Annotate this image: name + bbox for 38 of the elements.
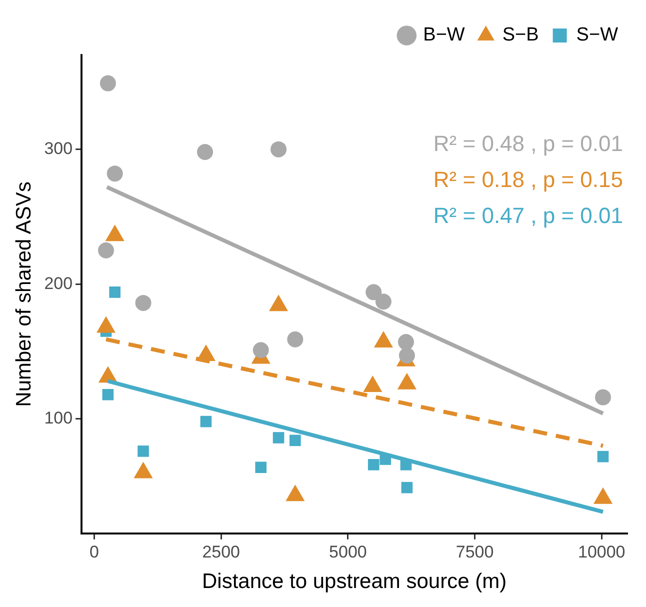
point xyxy=(252,342,269,358)
point xyxy=(287,331,304,348)
point xyxy=(102,388,114,400)
y-tick-label: 100 xyxy=(44,408,73,428)
annotation: R² = 0.47 , p = 0.01 xyxy=(433,203,623,228)
point xyxy=(368,459,380,470)
x-tick-label: 5000 xyxy=(329,542,367,562)
point xyxy=(138,446,149,457)
annotation: R² = 0.18 , p = 0.15 xyxy=(433,167,623,192)
point xyxy=(595,389,611,406)
legend-label: S−W xyxy=(576,24,618,46)
legend-label: B−W xyxy=(423,24,465,46)
x-tick-label: 7500 xyxy=(456,542,494,562)
y-tick-label: 200 xyxy=(44,274,73,293)
point xyxy=(98,242,114,258)
point xyxy=(200,416,212,428)
point xyxy=(597,450,609,462)
y-axis-title: Number of shared ASVs xyxy=(12,182,36,407)
point xyxy=(135,294,152,311)
point xyxy=(366,284,382,300)
point xyxy=(398,334,414,350)
point xyxy=(375,294,392,310)
y-tick-label: 300 xyxy=(44,139,73,158)
x-tick-label: 2500 xyxy=(202,542,240,562)
point xyxy=(255,462,267,474)
point xyxy=(109,286,121,298)
point xyxy=(272,432,284,444)
point xyxy=(270,141,287,158)
x-tick-label: 10000 xyxy=(578,542,626,562)
point xyxy=(106,166,123,182)
annotation: R² = 0.48 , p = 0.01 xyxy=(433,131,623,156)
x-tick-label: 0 xyxy=(90,542,99,562)
legend-label: S−B xyxy=(502,24,539,46)
point xyxy=(197,144,214,160)
point xyxy=(100,75,116,92)
point xyxy=(290,434,301,446)
x-axis-title: Distance to upstream source (m) xyxy=(202,570,507,594)
point xyxy=(401,482,413,494)
